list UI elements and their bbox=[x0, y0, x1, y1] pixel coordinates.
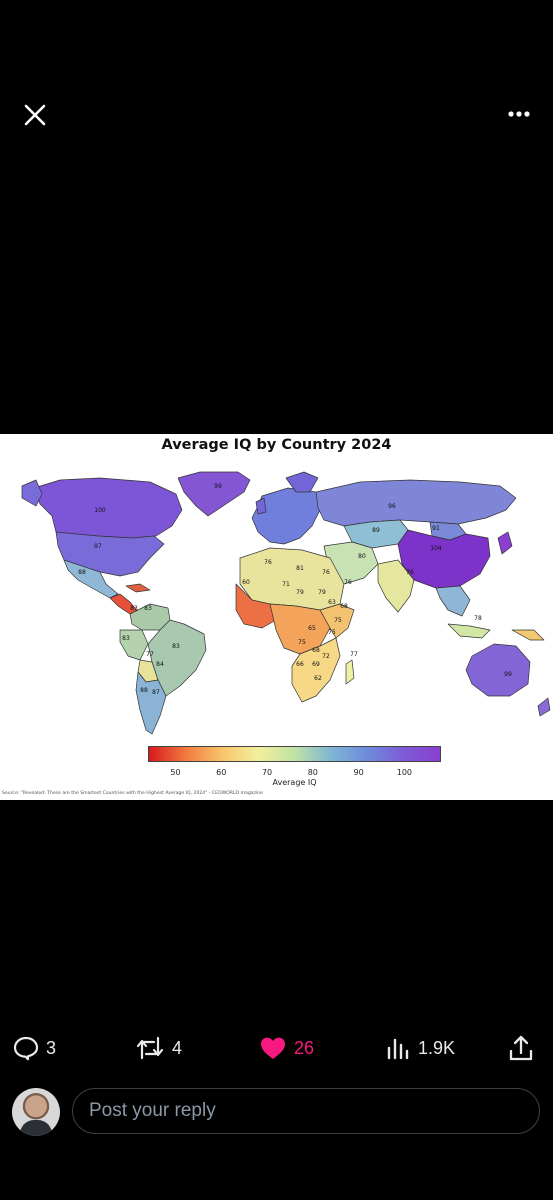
map-value-label: 65 bbox=[308, 625, 316, 632]
region-japan bbox=[497, 531, 513, 555]
map-value-label: 79 bbox=[296, 589, 304, 596]
post-action-bar: 3 4 26 1.9K bbox=[0, 1030, 553, 1066]
map-value-label: 83 bbox=[130, 605, 138, 612]
region-uk bbox=[255, 497, 267, 515]
region-new-zealand bbox=[537, 697, 551, 717]
world-map: 99 100 97 88 83 83 83 77 83 84 88 87 96 89 91 104 80 76 76… bbox=[21, 471, 551, 735]
repost-icon bbox=[136, 1036, 164, 1060]
colorbar-ticks: 50 60 70 80 90 100 bbox=[148, 768, 441, 780]
map-value-label: 62 bbox=[314, 675, 322, 682]
colorbar-tick: 80 bbox=[307, 768, 318, 777]
map-value-label: 100 bbox=[94, 507, 106, 514]
heart-icon bbox=[261, 1037, 285, 1059]
map-value-label: 104 bbox=[430, 545, 442, 552]
map-value-label: 78 bbox=[474, 615, 482, 622]
share-icon bbox=[509, 1035, 533, 1061]
more-options-button[interactable] bbox=[499, 94, 539, 134]
map-value-label: 76 bbox=[344, 579, 352, 586]
region-madagascar bbox=[345, 659, 355, 685]
repost-button[interactable]: 4 bbox=[134, 1030, 182, 1066]
region-australia bbox=[465, 643, 531, 697]
region-india bbox=[377, 559, 415, 613]
views-count: 1.9K bbox=[418, 1037, 456, 1058]
region-scandinavia bbox=[285, 471, 319, 493]
views-button[interactable]: 1.9K bbox=[384, 1030, 455, 1066]
share-button[interactable] bbox=[506, 1030, 536, 1066]
map-value-label: 96 bbox=[388, 503, 396, 510]
views-icon bbox=[387, 1038, 409, 1060]
map-value-label: 77 bbox=[350, 651, 358, 658]
map-value-label: 77 bbox=[146, 651, 154, 658]
colorbar bbox=[148, 746, 441, 762]
colorbar-label: Average IQ bbox=[272, 778, 317, 787]
map-value-label: 79 bbox=[318, 589, 326, 596]
map-value-label: 76 bbox=[264, 559, 272, 566]
map-value-label: 71 bbox=[282, 581, 290, 588]
region-chile-arg bbox=[135, 671, 167, 735]
source-caption: Source: "Revealed: These are the Smartes… bbox=[2, 791, 263, 796]
map-value-label: 99 bbox=[214, 483, 222, 490]
post-media-image[interactable]: Average IQ by Country 2024 bbox=[0, 434, 553, 800]
region-caribbean bbox=[125, 583, 151, 593]
map-value-label: 76 bbox=[406, 569, 414, 576]
map-value-label: 87 bbox=[152, 689, 160, 696]
map-value-label: 89 bbox=[372, 527, 380, 534]
map-value-label: 91 bbox=[432, 525, 440, 532]
colorbar-tick: 60 bbox=[216, 768, 227, 777]
map-value-label: 63 bbox=[328, 599, 336, 606]
reply-input[interactable] bbox=[72, 1088, 540, 1134]
map-value-label: 99 bbox=[504, 671, 512, 678]
top-bar bbox=[0, 90, 553, 138]
map-value-label: 75 bbox=[298, 639, 306, 646]
reply-icon bbox=[13, 1036, 39, 1061]
map-value-label: 83 bbox=[172, 643, 180, 650]
colorbar-tick: 70 bbox=[261, 768, 273, 777]
reply-composer bbox=[0, 1086, 553, 1136]
like-count: 26 bbox=[294, 1037, 315, 1058]
avatar-shirt bbox=[20, 1120, 52, 1136]
region-east-africa bbox=[291, 637, 341, 703]
region-canada bbox=[33, 477, 183, 539]
map-value-label: 75 bbox=[328, 629, 336, 636]
map-value-label: 84 bbox=[156, 661, 164, 668]
region-west-africa bbox=[235, 583, 277, 629]
map-value-label: 72 bbox=[322, 653, 330, 660]
map-value-label: 75 bbox=[334, 617, 342, 624]
close-button[interactable] bbox=[16, 94, 56, 134]
map-value-label: 68 bbox=[340, 603, 348, 610]
region-europe bbox=[251, 487, 321, 545]
map-value-label: 69 bbox=[312, 661, 320, 668]
region-brazil bbox=[147, 619, 207, 697]
map-value-label: 60 bbox=[242, 579, 250, 586]
avatar[interactable] bbox=[12, 1088, 60, 1136]
repost-count: 4 bbox=[172, 1037, 183, 1058]
map-value-label: 83 bbox=[144, 605, 152, 612]
colorbar-tick: 100 bbox=[396, 768, 413, 777]
map-value-label: 83 bbox=[122, 635, 130, 642]
close-icon bbox=[24, 104, 46, 126]
colorbar-gradient bbox=[148, 746, 441, 762]
region-russia bbox=[315, 479, 517, 527]
region-png bbox=[511, 629, 545, 641]
map-value-label: 97 bbox=[94, 543, 102, 550]
reply-count: 3 bbox=[46, 1037, 57, 1058]
reply-button[interactable]: 3 bbox=[12, 1030, 56, 1066]
region-greenland bbox=[177, 471, 251, 517]
like-button[interactable]: 26 bbox=[258, 1030, 314, 1066]
region-indonesia bbox=[447, 623, 491, 639]
colorbar-tick: 50 bbox=[170, 768, 181, 777]
region-alaska bbox=[21, 479, 43, 507]
map-value-label: 66 bbox=[296, 661, 304, 668]
map-value-label: 81 bbox=[296, 565, 304, 572]
map-value-label: 76 bbox=[322, 569, 330, 576]
map-value-label: 68 bbox=[312, 647, 320, 654]
map-value-label: 88 bbox=[78, 569, 86, 576]
region-horn-africa bbox=[319, 603, 355, 639]
colorbar-tick: 90 bbox=[353, 768, 364, 777]
map-value-label: 88 bbox=[140, 687, 148, 694]
more-horizontal-icon bbox=[508, 111, 530, 117]
region-se-asia bbox=[435, 585, 471, 617]
map-value-label: 80 bbox=[358, 553, 366, 560]
chart-title: Average IQ by Country 2024 bbox=[161, 437, 392, 453]
